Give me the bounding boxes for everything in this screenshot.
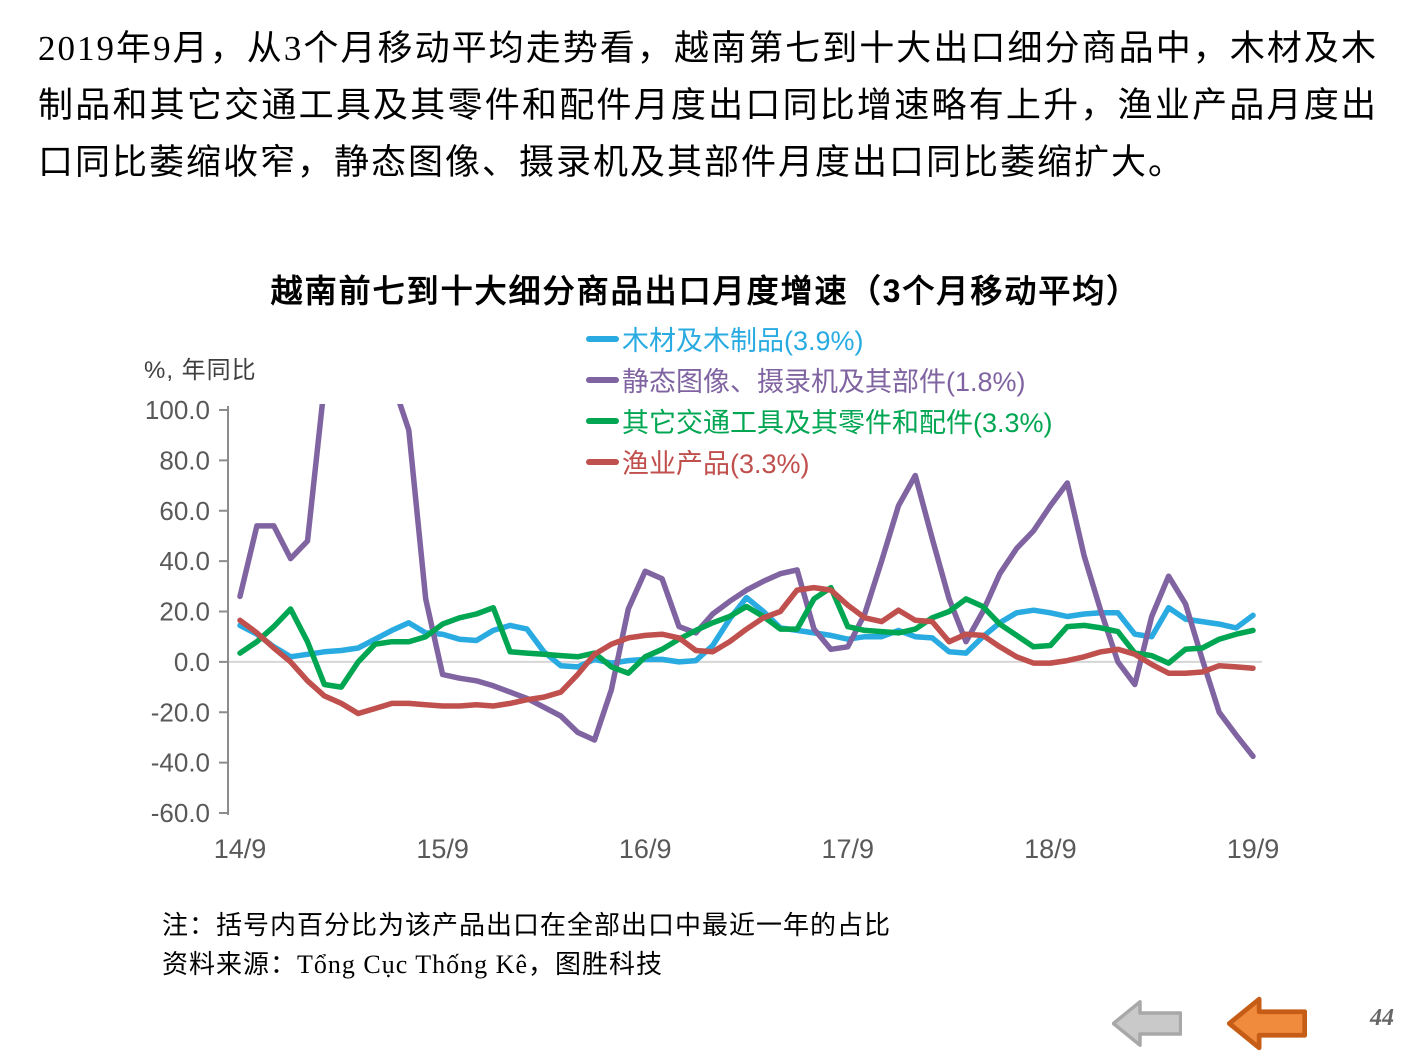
legend-label-cameras: 静态图像、摄录机及其部件(1.8%) bbox=[622, 367, 1026, 397]
chart-title: 越南前七到十大细分商品出口月度增速（3个月移动平均） bbox=[270, 273, 1141, 309]
legend-item-fishery: 渔业产品(3.3%) bbox=[586, 441, 1053, 482]
left-arrow-orange-icon bbox=[1226, 996, 1308, 1051]
legend-line-swatch-red-icon bbox=[586, 458, 619, 465]
back-arrow-orange-button[interactable] bbox=[1226, 996, 1308, 1051]
legend-label-transport: 其它交通工具及其零件和配件(3.3%) bbox=[622, 408, 1053, 438]
y-tick-label: -40.0 bbox=[151, 748, 210, 778]
legend-item-cameras: 静态图像、摄录机及其部件(1.8%) bbox=[586, 359, 1053, 400]
x-tick-label: 15/9 bbox=[416, 834, 469, 864]
x-tick-label: 17/9 bbox=[822, 834, 875, 864]
y-tick-label: -60.0 bbox=[151, 798, 210, 828]
legend-line-swatch-purple-icon bbox=[586, 376, 619, 383]
y-tick-label: 80.0 bbox=[159, 445, 210, 475]
chart-note: 注：括号内百分比为该产品出口在全部出口中最近一年的占比 bbox=[162, 911, 892, 940]
legend-item-wood: 木材及木制品(3.9%) bbox=[586, 318, 1053, 359]
left-arrow-gray-icon bbox=[1111, 1000, 1183, 1047]
y-axis-unit-label: %, 年同比 bbox=[144, 357, 257, 384]
series-line-0 bbox=[237, 594, 1256, 670]
chart-source: 资料来源：Tổng Cục Thống Kê，图胜科技 bbox=[162, 950, 663, 979]
legend-item-transport: 其它交通工具及其零件和配件(3.3%) bbox=[586, 400, 1053, 441]
series-line-1 bbox=[237, 404, 1256, 760]
x-tick-label: 18/9 bbox=[1024, 834, 1077, 864]
body-paragraph: 2019年9月，从3个月移动平均走势看，越南第七到十大出口细分商品中，木材及木制… bbox=[38, 29, 1378, 182]
legend-line-swatch-green-icon bbox=[586, 417, 619, 424]
legend-label-wood: 木材及木制品(3.9%) bbox=[622, 326, 864, 356]
y-tick-label: 60.0 bbox=[159, 496, 210, 526]
x-tick-label: 14/9 bbox=[214, 834, 267, 864]
y-tick-label: 20.0 bbox=[159, 597, 210, 627]
y-tick-label: 40.0 bbox=[159, 546, 210, 576]
series-line-3 bbox=[237, 584, 1256, 717]
legend-label-fishery: 渔业产品(3.3%) bbox=[622, 449, 810, 479]
y-tick-label: -20.0 bbox=[151, 697, 210, 727]
series-line-2 bbox=[237, 584, 1256, 690]
y-tick-label: 0.0 bbox=[174, 647, 210, 677]
x-tick-label: 19/9 bbox=[1227, 834, 1280, 864]
legend-line-swatch-blue-icon bbox=[586, 335, 619, 342]
page-number: 44 bbox=[1370, 1005, 1394, 1031]
x-tick-label: 16/9 bbox=[619, 834, 672, 864]
y-tick-label: 100.0 bbox=[145, 395, 210, 425]
back-arrow-gray-button[interactable] bbox=[1111, 999, 1183, 1048]
chart-notes: 注：括号内百分比为该产品出口在全部出口中最近一年的占比 资料来源：Tổng Cụ… bbox=[162, 906, 891, 984]
chart-legend: 木材及木制品(3.9%) 静态图像、摄录机及其部件(1.8%) 其它交通工具及其… bbox=[586, 318, 1053, 482]
